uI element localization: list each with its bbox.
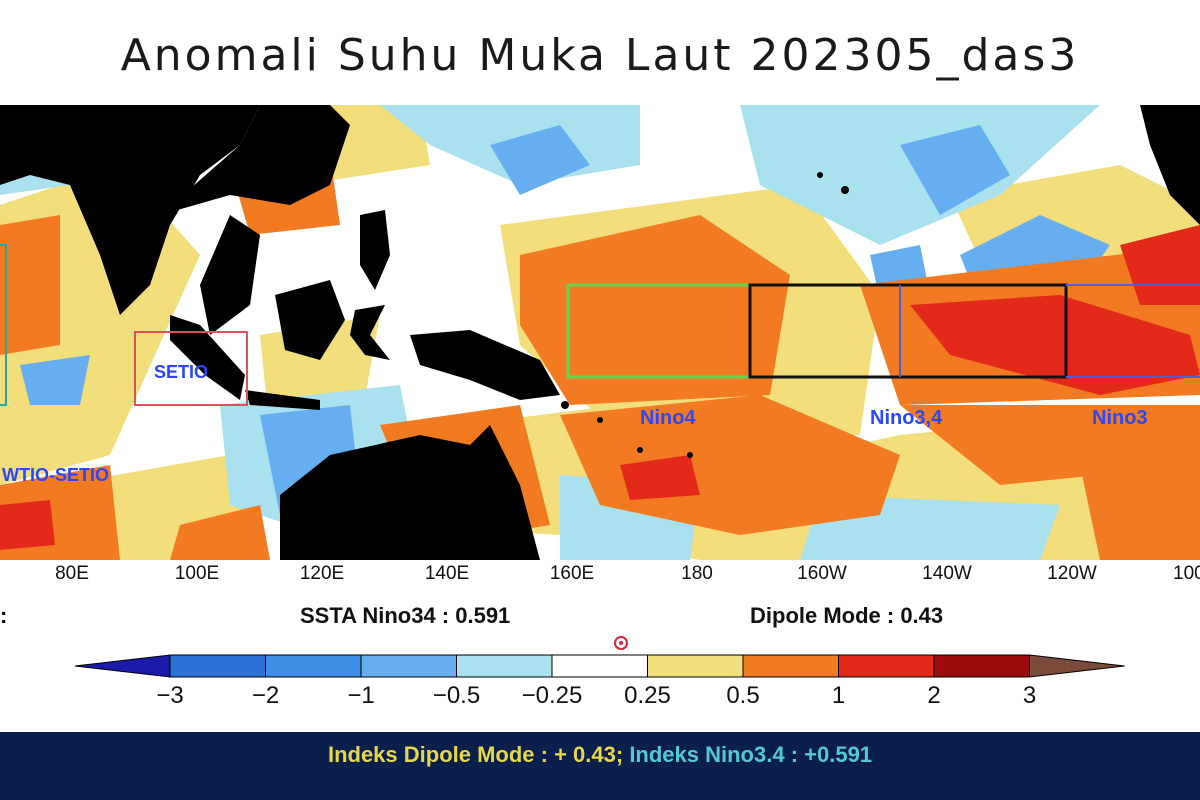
colorbar-label: 0.25 bbox=[624, 682, 671, 709]
colorbar-segment bbox=[1029, 654, 1125, 678]
colorbar-segment bbox=[933, 654, 1030, 678]
nino34-box bbox=[748, 283, 1068, 379]
nino3-box bbox=[1066, 284, 1200, 378]
colorbar-label: 0.5 bbox=[726, 682, 759, 709]
colorbar-segment bbox=[169, 654, 266, 678]
region-label-nino34: Nino3,4 bbox=[870, 407, 943, 429]
colorbar-label: −0.25 bbox=[522, 682, 583, 709]
caption-nino34-index: Indeks Nino3.4 : +0.591 bbox=[623, 742, 873, 767]
land-masses bbox=[0, 105, 1200, 560]
colorbar-segment bbox=[456, 654, 553, 678]
colorbar-segment bbox=[74, 654, 171, 678]
ssta-nino34-readout: SSTA Nino34 : 0.591 bbox=[300, 603, 511, 628]
longitude-tick: 120E bbox=[299, 563, 345, 584]
region-label-setio: SETIO bbox=[154, 362, 208, 382]
colorbar-segment bbox=[360, 654, 457, 678]
region-label-nino3: Nino3 bbox=[1092, 407, 1148, 429]
colorbar-label: 1 bbox=[832, 682, 845, 709]
colorbar-segment bbox=[742, 654, 839, 678]
longitude-tick: 100E bbox=[174, 563, 220, 584]
colorbar-segment bbox=[838, 654, 935, 678]
colorbar-label: 3 bbox=[1023, 682, 1036, 709]
longitude-tick: 100 bbox=[1173, 563, 1200, 584]
colorbar-label: −0.5 bbox=[433, 682, 480, 709]
caption-text: Indeks Dipole Mode : + 0.43; Indeks Nino… bbox=[0, 742, 1200, 768]
longitude-tick: 180 bbox=[681, 563, 713, 584]
cropped-stat-colon: : bbox=[0, 603, 8, 628]
caption-dipole-index: Indeks Dipole Mode : + 0.43; bbox=[327, 742, 624, 767]
colorbar-segment bbox=[551, 654, 648, 678]
region-label-wtio-setio: WTIO-SETIO bbox=[2, 465, 109, 485]
setio-box bbox=[134, 331, 248, 406]
colorbar-segment bbox=[647, 654, 744, 678]
longitude-tick: 160E bbox=[549, 563, 595, 584]
dipole-mode-readout: Dipole Mode : 0.43 bbox=[750, 603, 944, 628]
caption-banner bbox=[0, 732, 1200, 800]
longitude-tick: 120W bbox=[1047, 563, 1097, 584]
region-label-nino4: Nino4 bbox=[640, 407, 696, 429]
mouse-cursor-indicator bbox=[614, 636, 628, 650]
longitude-tick: 160W bbox=[797, 563, 847, 584]
anomaly-colorbar: −3 −2 −1 −0.5 −0.25 0.25 0.5 1 2 3 bbox=[0, 650, 1200, 710]
longitude-tick: 140E bbox=[424, 563, 470, 584]
colorbar-label: −2 bbox=[252, 682, 279, 709]
colorbar-svg: −3 −2 −1 −0.5 −0.25 0.25 0.5 1 2 3 bbox=[74, 654, 1125, 709]
longitude-tick: 80E bbox=[55, 563, 89, 584]
longitude-axis: 80E 100E 120E 140E 160E 180 160W 140W 120W 100 bbox=[0, 563, 1200, 593]
map-title: Anomali Suhu Muka Laut 202305_das3 bbox=[120, 30, 1080, 81]
sst-anomaly-map: SETIO WTIO-SETIO Nino4 Nino3,4 Nino3 bbox=[0, 105, 1200, 560]
colorbar-label: −3 bbox=[156, 682, 183, 709]
colorbar-label: 2 bbox=[927, 682, 940, 709]
wtio-box-edge bbox=[0, 244, 7, 406]
longitude-tick: 140W bbox=[922, 563, 972, 584]
colorbar-label: −1 bbox=[347, 682, 374, 709]
colorbar-segment bbox=[265, 654, 362, 678]
